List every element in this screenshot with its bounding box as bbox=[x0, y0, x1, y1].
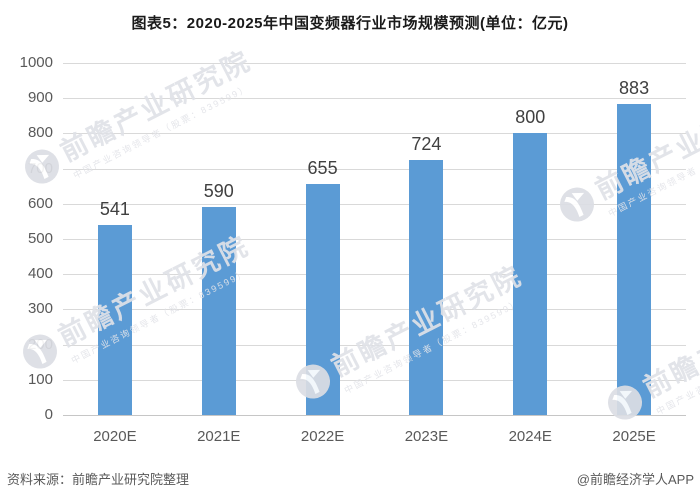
x-tick-label-2022E: 2022E bbox=[300, 428, 345, 445]
watermark-tagline-text: 中国产业咨询领导者（股票：839599） bbox=[654, 318, 700, 417]
value-label-2021E: 590 bbox=[203, 181, 234, 202]
bar-2023E bbox=[409, 160, 444, 415]
gridline-300 bbox=[63, 309, 686, 311]
app-credit: @前瞻经济学人APP bbox=[576, 472, 694, 487]
y-tick-label-800: 800 bbox=[27, 124, 53, 142]
x-tick-label-2024E: 2024E bbox=[508, 428, 552, 445]
y-tick-label-0: 0 bbox=[44, 406, 53, 423]
y-tick-label-700: 700 bbox=[27, 159, 53, 177]
bar-2025E bbox=[617, 104, 652, 415]
y-tick-label-1000: 1000 bbox=[19, 54, 53, 71]
y-tick-label-400: 400 bbox=[27, 265, 53, 283]
gridline-100 bbox=[63, 379, 686, 381]
bar-2020E bbox=[97, 224, 132, 415]
value-label-2020E: 541 bbox=[99, 198, 130, 219]
y-tick-label-200: 200 bbox=[27, 335, 53, 353]
bar-2024E bbox=[513, 133, 548, 415]
value-label-2024E: 800 bbox=[515, 107, 546, 128]
gridline-900 bbox=[63, 98, 686, 100]
source-note: 资料来源：前瞻产业研究院整理 bbox=[7, 472, 190, 487]
value-label-2023E: 724 bbox=[411, 134, 442, 155]
x-axis-line bbox=[63, 415, 686, 416]
watermark-texts: 前瞻产业研究院 中国产业咨询领导者（股票：839599） bbox=[53, 39, 264, 182]
y-tick-label-900: 900 bbox=[27, 89, 53, 107]
value-label-2022E: 655 bbox=[307, 158, 338, 179]
y-tick-label-100: 100 bbox=[27, 370, 53, 388]
value-label-2025E: 883 bbox=[619, 78, 650, 99]
y-tick-label-500: 500 bbox=[27, 230, 53, 247]
x-tick-label-2025E: 2025E bbox=[612, 428, 656, 445]
watermark-brand-text: 前瞻产业研究院 bbox=[55, 45, 257, 168]
y-tick-label-300: 300 bbox=[27, 300, 53, 318]
gridline-200 bbox=[63, 344, 686, 346]
x-tick-label-2023E: 2023E bbox=[404, 428, 449, 445]
gridline-1000 bbox=[63, 63, 686, 64]
y-tick-label-600: 600 bbox=[27, 194, 53, 212]
gridline-700 bbox=[63, 168, 686, 170]
bar-2022E bbox=[305, 184, 340, 415]
gridline-600 bbox=[63, 203, 686, 205]
bar-2021E bbox=[201, 207, 236, 415]
x-tick-label-2021E: 2021E bbox=[197, 428, 241, 445]
gridline-800 bbox=[63, 133, 686, 135]
qianzhan-logo-icon bbox=[554, 182, 602, 232]
watermark-tagline-text: 中国产业咨询领导者（股票：839599） bbox=[71, 82, 251, 181]
gridline-400 bbox=[63, 274, 686, 276]
x-tick-label-2020E: 2020E bbox=[93, 428, 137, 445]
chart-title: 图表5：2020-2025年中国变频器行业市场规模预测(单位：亿元) bbox=[131, 15, 569, 32]
gridline-500 bbox=[63, 239, 686, 240]
